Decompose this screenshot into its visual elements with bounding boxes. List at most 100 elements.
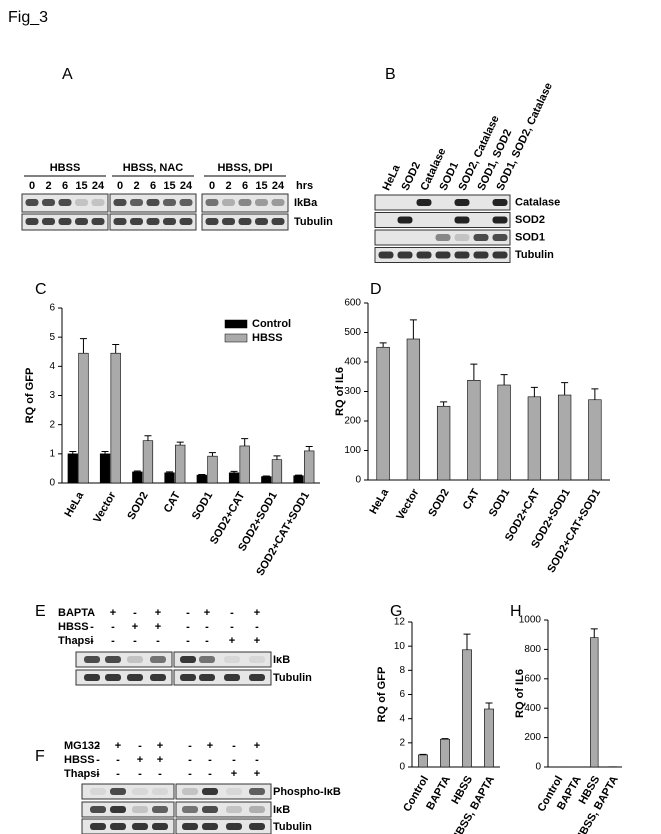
blot-frame xyxy=(175,783,272,800)
legend-swatch xyxy=(224,319,248,329)
bar xyxy=(497,384,511,481)
row-label: IκB xyxy=(273,804,290,816)
x-tick-label: HeLa xyxy=(62,489,86,519)
error-bar xyxy=(101,451,109,454)
row-label: Tubulin xyxy=(273,821,312,833)
blot-band xyxy=(110,806,126,813)
blot-band xyxy=(113,199,127,206)
group-label: HBSS xyxy=(50,162,81,174)
error-bar xyxy=(295,474,303,476)
y-tick-label: 2 xyxy=(49,419,55,430)
error-bar xyxy=(133,470,141,472)
time-label: 2 xyxy=(45,180,51,192)
blot-band xyxy=(271,199,285,206)
y-axis-label: RQ of IL6 xyxy=(334,367,346,416)
error-bar xyxy=(208,452,216,457)
blot-band xyxy=(454,251,470,259)
treatment-sign: - xyxy=(90,635,94,647)
y-tick-label: 800 xyxy=(524,644,541,655)
blot-band xyxy=(222,199,235,206)
bar xyxy=(440,738,450,768)
row-label: SOD1 xyxy=(515,231,545,243)
panel-label: C xyxy=(35,281,47,298)
blot-band xyxy=(202,806,218,813)
blot-band xyxy=(90,788,106,795)
treatment-sign: - xyxy=(205,635,209,647)
blot-band xyxy=(454,199,470,206)
treatment-sign: - xyxy=(96,740,100,752)
treatment-sign: - xyxy=(133,607,137,619)
treatment-sign: + xyxy=(229,635,235,647)
treatment-sign: - xyxy=(133,635,137,647)
treatment-sign: - xyxy=(208,754,212,766)
error-bar xyxy=(485,702,493,709)
blot-band xyxy=(454,234,470,241)
blot-band xyxy=(271,218,285,225)
x-tick-label: SOD1 xyxy=(190,490,215,522)
y-tick-label: 1000 xyxy=(519,615,542,626)
blot-band xyxy=(91,199,105,206)
y-tick-label: 200 xyxy=(524,732,541,743)
y-tick-label: 100 xyxy=(344,445,361,456)
time-label: 15 xyxy=(255,180,267,192)
error-bar xyxy=(79,338,87,354)
y-tick-label: 200 xyxy=(344,416,361,427)
treatment-sign: - xyxy=(90,621,94,633)
blot-band xyxy=(238,199,252,206)
y-axis-label: RQ of GFP xyxy=(376,667,388,723)
blot-band xyxy=(110,823,126,830)
group-label: HBSS, DPI xyxy=(217,162,272,174)
y-tick-label: 8 xyxy=(399,665,405,676)
blot-band xyxy=(132,823,148,830)
blot-band xyxy=(473,234,489,241)
error-bar xyxy=(440,401,448,407)
bar xyxy=(132,471,143,484)
blot-band xyxy=(90,823,106,830)
error-bar xyxy=(441,738,449,740)
treatment-sign: + xyxy=(155,607,161,619)
blot-band xyxy=(205,218,219,225)
y-tick-label: 4 xyxy=(399,713,405,724)
treatment-sign: - xyxy=(96,768,100,780)
blot-band xyxy=(75,199,88,206)
treatment-sign: - xyxy=(186,635,190,647)
treatment-label: Thapsi xyxy=(58,635,93,647)
y-tick-label: 6 xyxy=(49,303,55,314)
blot-band xyxy=(152,823,168,830)
treatment-sign: - xyxy=(186,607,190,619)
treatment-sign: + xyxy=(254,607,260,619)
y-tick-label: 2 xyxy=(399,737,405,748)
blot-band xyxy=(130,218,143,225)
blot-band xyxy=(202,823,218,830)
blot-band xyxy=(179,199,193,206)
error-bar xyxy=(590,628,598,638)
bar xyxy=(78,352,89,484)
blot-band xyxy=(249,788,265,795)
blot-band xyxy=(132,788,148,795)
error-bar xyxy=(176,441,184,446)
blot-band xyxy=(91,218,105,225)
blot-band xyxy=(84,656,100,663)
treatment-sign: - xyxy=(232,754,236,766)
x-tick-label: SOD2 xyxy=(125,490,150,522)
blot-band xyxy=(58,199,72,206)
blot-band xyxy=(202,788,218,795)
y-tick-label: 1 xyxy=(49,448,55,459)
blot-band xyxy=(224,656,240,663)
blot-band xyxy=(378,251,394,259)
blot-band xyxy=(113,218,127,225)
blot-band xyxy=(150,674,166,681)
treatment-sign: - xyxy=(111,635,115,647)
legend-label: Control xyxy=(252,318,291,330)
blot-band xyxy=(226,788,242,795)
treatment-sign: - xyxy=(188,740,192,752)
legend-label: HBSS xyxy=(252,332,283,344)
blot-band xyxy=(249,656,265,663)
bar xyxy=(261,476,272,484)
blot-band xyxy=(152,806,168,813)
error-bar xyxy=(69,451,77,454)
y-tick-label: 10 xyxy=(394,641,406,652)
blot-band xyxy=(90,806,106,813)
blot-frame xyxy=(81,801,175,818)
figure-title: Fig_3 xyxy=(8,9,48,26)
